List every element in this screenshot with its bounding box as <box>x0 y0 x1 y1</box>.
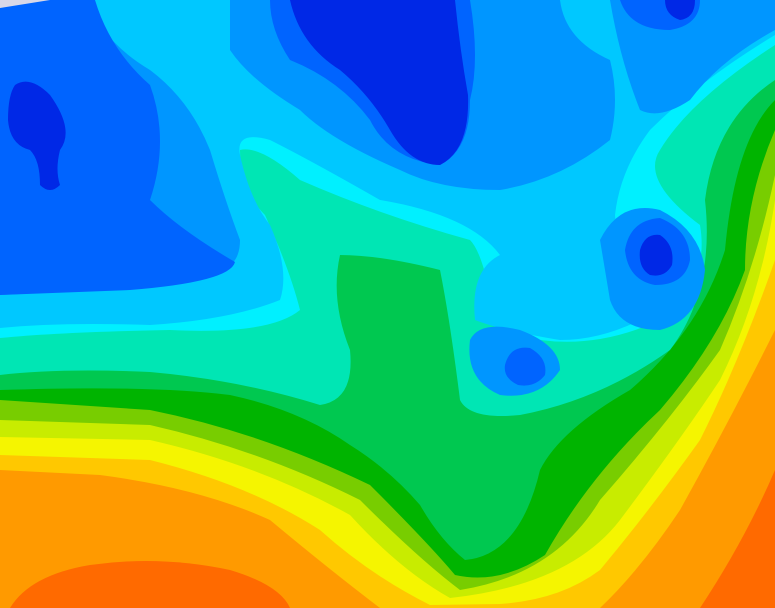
corner-gray-strip <box>0 0 50 8</box>
level-dark-blue <box>8 0 695 276</box>
level-medium-blue <box>0 0 775 396</box>
level-dark-orange-blob-left <box>10 561 290 608</box>
